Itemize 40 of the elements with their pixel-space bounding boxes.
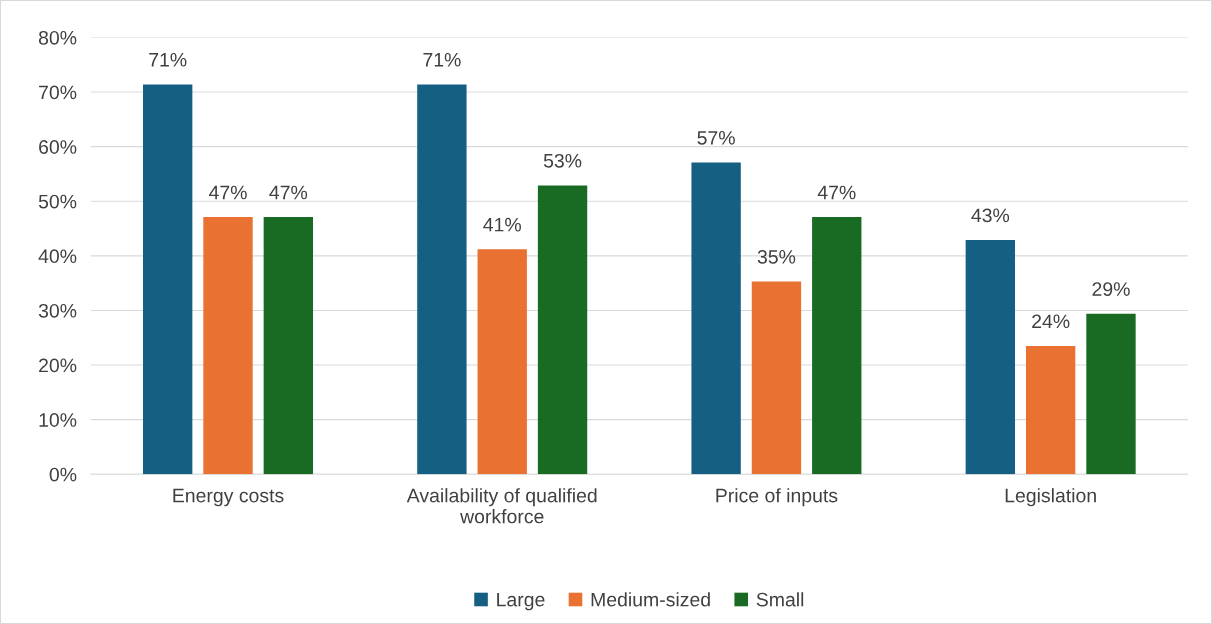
y-tick-label: 0% (49, 467, 77, 482)
data-label: 71% (149, 52, 187, 67)
x-tick-label: Price of inputs (716, 488, 838, 507)
bar (1025, 345, 1076, 475)
y-tick-label: 60% (39, 140, 77, 154)
bar (691, 162, 741, 475)
y-tick-label: 80% (38, 30, 77, 45)
data-label: 43% (971, 208, 1010, 223)
data-label: 71% (423, 52, 461, 67)
bar (417, 84, 467, 475)
bar (203, 217, 253, 475)
bar (965, 240, 1015, 475)
bar (477, 249, 527, 475)
data-label: 47% (817, 185, 856, 200)
y-tick-label: 10% (39, 413, 77, 427)
bar (537, 185, 588, 475)
x-tick-label: Legislation (1005, 488, 1096, 507)
y-tick-label: 30% (38, 303, 77, 318)
bar (1086, 313, 1136, 475)
data-label: 29% (1092, 282, 1130, 296)
x-tick-label: Availability of qualified workforce (406, 488, 597, 524)
y-tick-label: 70% (39, 85, 77, 100)
y-tick-label: 20% (39, 358, 77, 373)
y-tick-label: 50% (38, 194, 77, 209)
bar (143, 84, 193, 475)
data-label: 41% (483, 217, 521, 232)
legend-label: Small (756, 592, 804, 607)
bar (751, 281, 802, 475)
data-label: 57% (697, 131, 735, 145)
bar (812, 217, 862, 475)
data-label: 24% (1032, 314, 1070, 329)
legend-label: Large (497, 592, 545, 611)
data-label: 53% (543, 153, 582, 168)
data-label: 47% (209, 185, 247, 200)
y-tick-label: 40% (38, 249, 77, 264)
data-label: 47% (269, 185, 308, 200)
legend-label: Medium-sized (591, 592, 710, 607)
bar (263, 217, 314, 475)
x-tick-label: Energy costs (173, 488, 284, 507)
data-label: 35% (757, 250, 796, 264)
